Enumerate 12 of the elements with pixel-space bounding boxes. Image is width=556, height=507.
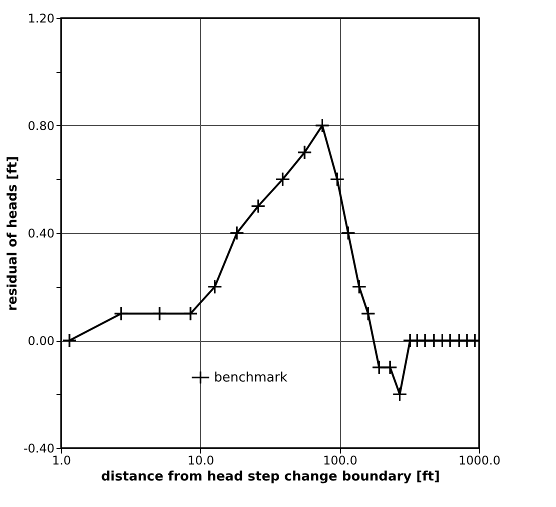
legend-label: benchmark (214, 370, 288, 386)
x-tick-label: 1.0 (52, 454, 72, 468)
x-axis-title: distance from head step change boundary [ft] (101, 470, 440, 484)
y-tick-label: 0.00 (28, 334, 54, 348)
y-tick-label: 0.40 (28, 226, 54, 240)
y-tick-label: 1.20 (28, 12, 54, 26)
x-tick-label: 100.0 (322, 454, 358, 468)
x-tick-label: 10.0 (187, 454, 214, 468)
x-tick-label: 1000.0 (458, 454, 500, 468)
y-tick-label: 0.80 (28, 119, 54, 133)
y-tick-label: -0.40 (23, 442, 54, 456)
y-axis-title: residual of heads [ft] (5, 156, 20, 312)
